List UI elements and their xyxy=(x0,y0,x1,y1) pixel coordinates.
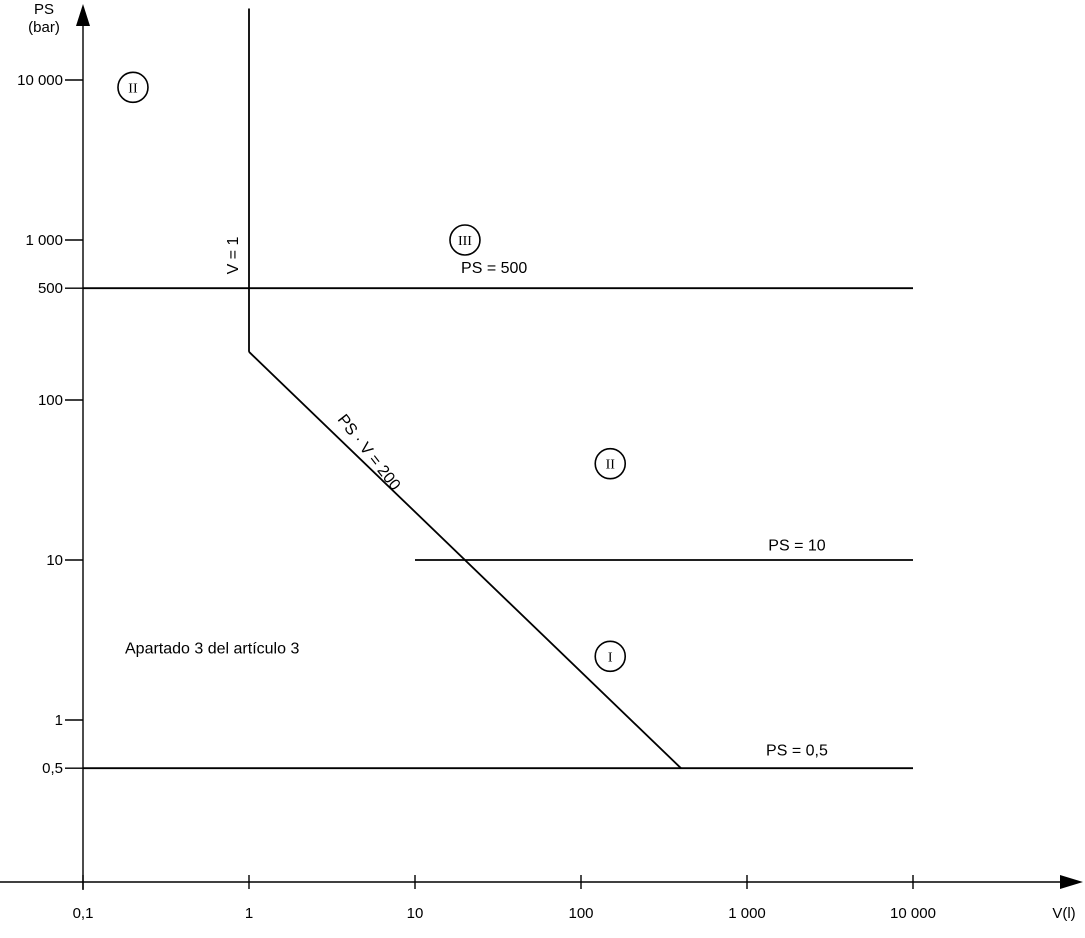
y-tick-label: 10 000 xyxy=(17,72,63,89)
region-circle xyxy=(594,447,627,480)
x-tick-label: 1 000 xyxy=(728,905,766,922)
x-axis-title: V(l) xyxy=(1052,905,1075,922)
y-tick-label: 10 xyxy=(46,552,63,569)
x-tick-label: 1 xyxy=(245,905,253,922)
y-axis-arrow xyxy=(76,4,90,26)
region-label: II xyxy=(128,81,138,96)
region-label: I xyxy=(608,650,613,665)
y-tick-label: 1 xyxy=(55,712,63,729)
region-marker: I xyxy=(594,640,627,673)
boundary-label: V = 1 xyxy=(225,237,242,275)
region-label: III xyxy=(458,234,472,249)
y-axis-unit: (bar) xyxy=(28,19,60,36)
x-tick-label: 10 000 xyxy=(890,905,936,922)
boundary-label: PS = 10 xyxy=(768,537,825,554)
x-tick-label: 100 xyxy=(568,905,593,922)
region-circle xyxy=(449,224,481,256)
x-tick-label: 10 xyxy=(407,905,424,922)
boundary-label: PS = 500 xyxy=(461,260,527,277)
y-tick-label: 1 000 xyxy=(25,232,63,249)
y-axis-title: PS xyxy=(34,1,54,18)
region-marker: III xyxy=(449,224,481,256)
region-marker: II xyxy=(594,447,627,480)
boundary-line xyxy=(248,351,682,769)
boundary-label: PS · V = 200 xyxy=(334,412,404,494)
y-tick-label: 0,5 xyxy=(42,760,63,777)
region-circle xyxy=(594,640,627,673)
y-tick-label: 100 xyxy=(38,392,63,409)
region-label: II xyxy=(606,458,616,473)
y-axis xyxy=(76,4,90,890)
x-tick-label: 0,1 xyxy=(73,905,94,922)
annotations: Apartado 3 del artículo 3 xyxy=(125,640,299,657)
y-tick-label: 500 xyxy=(38,280,63,297)
x-axis xyxy=(0,875,1083,889)
annotation-text: Apartado 3 del artículo 3 xyxy=(125,640,299,657)
ticks: 0,1 1 10 100 1 000 10 000 0,5 1 10 100 500 1 000 10 … xyxy=(17,72,936,922)
boundary-label: PS = 0,5 xyxy=(766,742,828,759)
x-axis-arrow xyxy=(1060,875,1083,889)
region-marker: II xyxy=(117,71,149,104)
region-circle xyxy=(117,71,149,104)
